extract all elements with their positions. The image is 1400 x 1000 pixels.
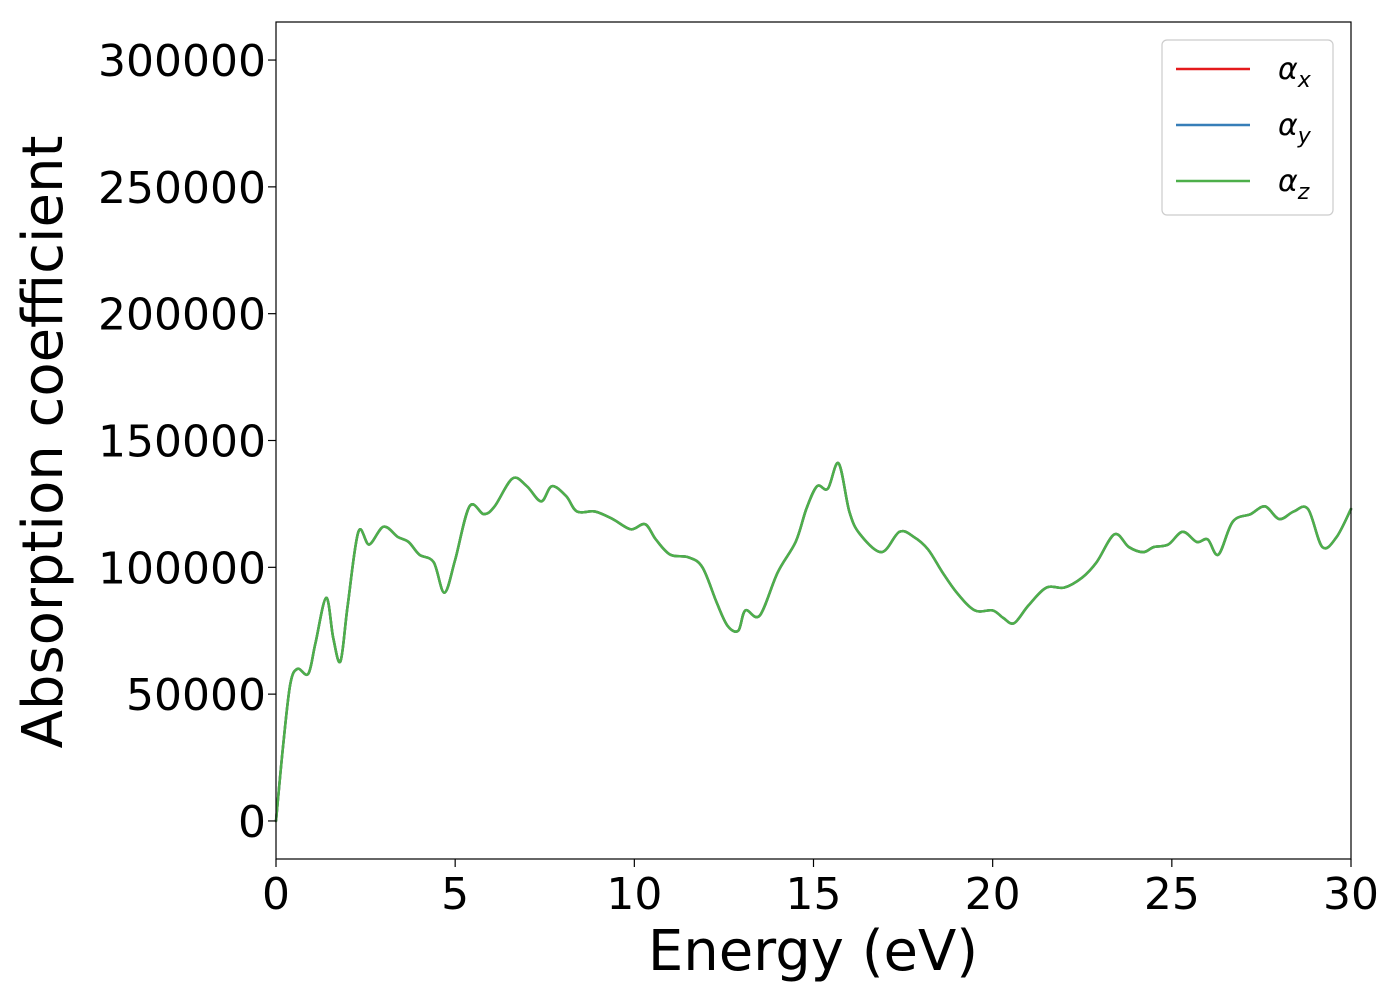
plot-lines: [274, 461, 1353, 823]
series-line-y: [274, 461, 1353, 823]
series-line-z: [274, 461, 1353, 823]
y-tick-label: 100000: [98, 543, 266, 594]
legend-label-x: αx: [1278, 52, 1312, 93]
y-tick-label: 50000: [126, 670, 266, 721]
y-tick-label: 250000: [98, 163, 266, 214]
y-tick-label: 0: [238, 797, 266, 848]
y-tick-label: 200000: [98, 290, 266, 341]
x-tick-label: 5: [441, 869, 469, 920]
legend: αx αy αz: [1161, 39, 1334, 216]
y-axis-ticks: 0 50000 100000 150000 200000 250000 300000: [98, 36, 276, 848]
legend-label-z: αz: [1278, 164, 1310, 205]
legend-frame: [1161, 39, 1334, 216]
x-tick-label: 25: [1144, 869, 1200, 920]
y-tick-label: 300000: [98, 36, 266, 87]
y-axis-title: Absorption coefficient: [11, 136, 76, 749]
x-tick-label: 10: [606, 869, 662, 920]
x-tick-label: 20: [965, 869, 1021, 920]
x-tick-label: 30: [1323, 869, 1379, 920]
x-tick-label: 15: [786, 869, 842, 920]
x-axis-title: Energy (eV): [648, 919, 978, 984]
x-tick-label: 0: [262, 869, 290, 920]
series-line-x: [274, 461, 1353, 823]
legend-label-y: αy: [1278, 108, 1312, 149]
y-tick-label: 150000: [98, 417, 266, 468]
x-axis-ticks: 0 5 10 15 20 25 30: [262, 859, 1379, 920]
